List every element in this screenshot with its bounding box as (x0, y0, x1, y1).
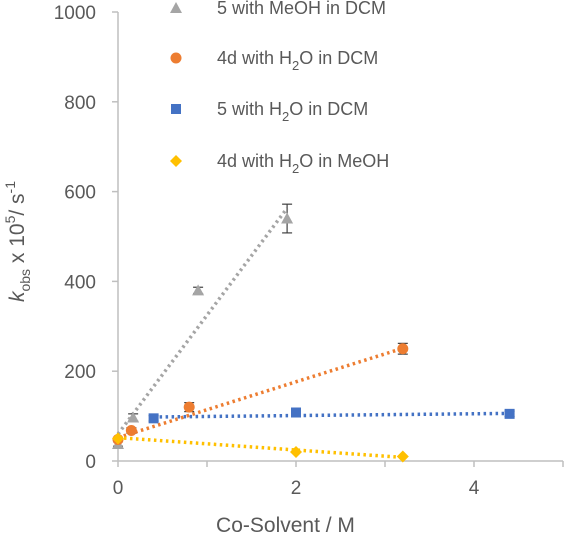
legend-label: 4d with H2O in DCM (217, 48, 378, 73)
legend-label: 4d with H2O in MeOH (217, 151, 389, 176)
data-point (127, 411, 140, 423)
x-tick-label: 4 (469, 478, 480, 499)
data-point (112, 432, 124, 445)
y-tick-label: 400 (64, 272, 96, 293)
data-point (504, 408, 515, 419)
trendline (116, 207, 289, 436)
data-point (290, 446, 302, 459)
legend-item-4: 4d with H2O in MeOH (170, 151, 389, 176)
legend-item-1: 5 with MeOH in DCM (170, 0, 386, 18)
y-tick-label: 0 (85, 452, 96, 473)
trendline (117, 346, 404, 440)
trendline (117, 435, 403, 460)
trendline (153, 411, 510, 419)
series-4-points (112, 432, 409, 463)
legend-marker (170, 52, 182, 64)
series-4 (117, 435, 403, 460)
data-point (192, 284, 205, 296)
y-tick-label: 200 (64, 362, 96, 383)
y-axis-title: kobs x 105/ s-1 (2, 181, 33, 302)
x-tick-label: 2 (291, 478, 302, 499)
data-point (397, 343, 409, 355)
series-3-points (148, 407, 515, 424)
data-point (148, 413, 159, 424)
legend-marker (170, 2, 182, 13)
series-3 (153, 411, 510, 419)
series-2-points (112, 342, 409, 445)
data-point (125, 424, 137, 436)
x-axis-title: Co-Solvent / M (216, 514, 355, 537)
legend-marker (170, 155, 182, 167)
data-point (396, 450, 409, 463)
x-tick-label: 0 (113, 478, 124, 499)
data-point (291, 407, 301, 418)
legend-label: 5 with MeOH in DCM (217, 0, 386, 18)
legend-label: 5 with H2O in DCM (217, 99, 368, 124)
series-2 (117, 346, 404, 440)
legend-item-3: 5 with H2O in DCM (171, 99, 368, 124)
y-tick-label: 800 (64, 93, 96, 114)
data-point (183, 401, 195, 413)
y-tick-label: 600 (64, 183, 96, 204)
series-1 (116, 207, 289, 436)
legend: 5 with MeOH in DCM 4d with H2O in DCM 5 wi… (170, 0, 389, 176)
data-point (281, 212, 294, 224)
legend-marker (171, 104, 181, 114)
legend-item-2: 4d with H2O in DCM (170, 48, 378, 73)
y-tick-label: 1000 (54, 3, 96, 24)
series-1-points (112, 203, 294, 449)
